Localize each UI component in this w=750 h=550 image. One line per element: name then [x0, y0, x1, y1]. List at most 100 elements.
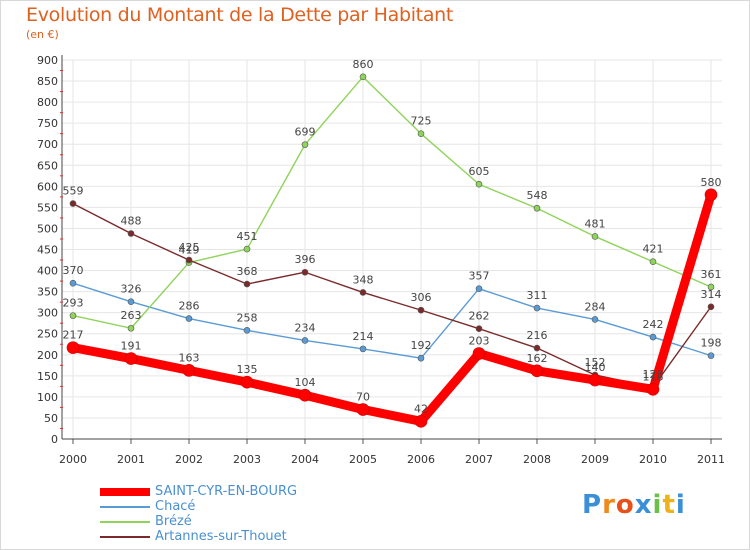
logo-letter: o	[615, 490, 635, 520]
data-point	[359, 345, 367, 353]
data-point	[475, 325, 483, 332]
data-label: 135	[237, 363, 258, 376]
data-label: 306	[411, 291, 432, 304]
y-tick-label: 0	[51, 433, 58, 446]
data-point	[301, 337, 309, 344]
y-tick-label: 600	[37, 180, 58, 193]
data-point	[359, 289, 367, 296]
y-tick-label: 800	[37, 96, 58, 109]
y-tick-label: 50	[44, 412, 58, 425]
data-label: 361	[701, 268, 722, 281]
data-label: 242	[643, 318, 664, 331]
data-label: 348	[353, 273, 374, 286]
y-tick-label: 700	[37, 138, 58, 151]
y-tick-label: 450	[37, 244, 58, 257]
series-line-0	[68, 190, 716, 426]
data-label: 162	[527, 352, 548, 365]
data-point	[707, 283, 715, 291]
data-label: 203	[469, 335, 490, 348]
data-point	[127, 230, 135, 237]
logo-letter: P	[582, 490, 603, 520]
data-point	[591, 233, 599, 240]
data-point	[414, 415, 428, 428]
x-tick-label: 2003	[233, 453, 261, 466]
data-label: 293	[63, 297, 84, 310]
series-line-3	[72, 202, 712, 388]
data-point	[356, 403, 370, 416]
chart-title: Evolution du Montant de la Dette par Hab…	[26, 4, 454, 26]
data-label: 421	[643, 243, 664, 256]
data-label: 488	[121, 214, 142, 227]
data-point	[127, 298, 135, 306]
y-tick-label: 900	[37, 54, 58, 67]
data-point	[707, 303, 715, 311]
data-point	[124, 352, 138, 365]
legend-swatch	[100, 488, 150, 496]
data-point	[182, 364, 196, 377]
data-point	[243, 280, 251, 288]
data-label: 580	[701, 176, 722, 189]
x-tick-label: 2010	[639, 453, 667, 466]
y-tick-label: 350	[37, 286, 58, 299]
data-label: 860	[353, 58, 374, 71]
data-point	[359, 73, 367, 81]
data-label: 263	[121, 309, 142, 322]
data-label: 140	[585, 361, 606, 374]
chart-subtitle: (en €)	[26, 28, 59, 41]
data-label: 191	[121, 340, 142, 353]
x-tick-label: 2001	[117, 453, 145, 466]
logo-letter: i	[675, 490, 686, 520]
y-tick-label: 650	[37, 159, 58, 172]
series-line-2	[72, 76, 712, 329]
data-label: 326	[121, 283, 142, 296]
data-point	[707, 352, 715, 359]
data-label: 70	[356, 391, 370, 404]
data-point	[533, 304, 541, 312]
legend-item: SAINT-CYR-EN-BOURG	[100, 484, 420, 499]
data-label: 118	[643, 370, 664, 383]
logo-letter: x	[634, 490, 653, 520]
data-label: 198	[701, 337, 722, 350]
data-point	[533, 344, 541, 352]
data-label: 286	[179, 300, 200, 313]
x-tick-label: 2011	[697, 453, 725, 466]
y-tick-label: 300	[37, 307, 58, 320]
data-label: 104	[295, 376, 316, 389]
data-point	[649, 258, 657, 266]
data-point	[69, 279, 77, 287]
x-tick-label: 2005	[349, 453, 377, 466]
data-point	[417, 306, 425, 314]
data-point	[417, 354, 425, 362]
y-tick-label: 500	[37, 222, 58, 235]
logo-letter: r	[602, 490, 616, 520]
y-tick-label: 550	[37, 201, 58, 214]
data-point	[475, 180, 483, 188]
y-tick-label: 750	[37, 117, 58, 130]
data-point	[475, 285, 483, 292]
data-label: 262	[469, 310, 490, 323]
x-tick-label: 2006	[407, 453, 435, 466]
grid	[62, 59, 722, 440]
data-label: 425	[179, 241, 200, 254]
data-point	[649, 333, 657, 341]
data-label: 559	[63, 185, 84, 198]
data-point	[530, 364, 544, 378]
data-point	[185, 256, 193, 264]
data-point	[127, 324, 135, 332]
data-label: 214	[353, 330, 374, 343]
data-label: 311	[527, 289, 548, 302]
data-point	[646, 383, 660, 396]
data-point	[472, 347, 486, 360]
data-point	[69, 312, 77, 319]
legend-item: Brézé	[100, 514, 420, 529]
data-label: 548	[527, 189, 548, 202]
axes: 0 50 100 150 200 250 300 350 400 450 500 550 600 650 7…	[37, 54, 725, 466]
series	[66, 73, 718, 428]
legend-label: SAINT-CYR-EN-BOURG	[155, 484, 298, 499]
series-line-1	[72, 282, 712, 359]
legend-swatch	[100, 536, 150, 538]
legend-item: Chacé	[100, 499, 420, 514]
data-label: 284	[585, 300, 606, 313]
data-label: 419	[179, 244, 200, 257]
